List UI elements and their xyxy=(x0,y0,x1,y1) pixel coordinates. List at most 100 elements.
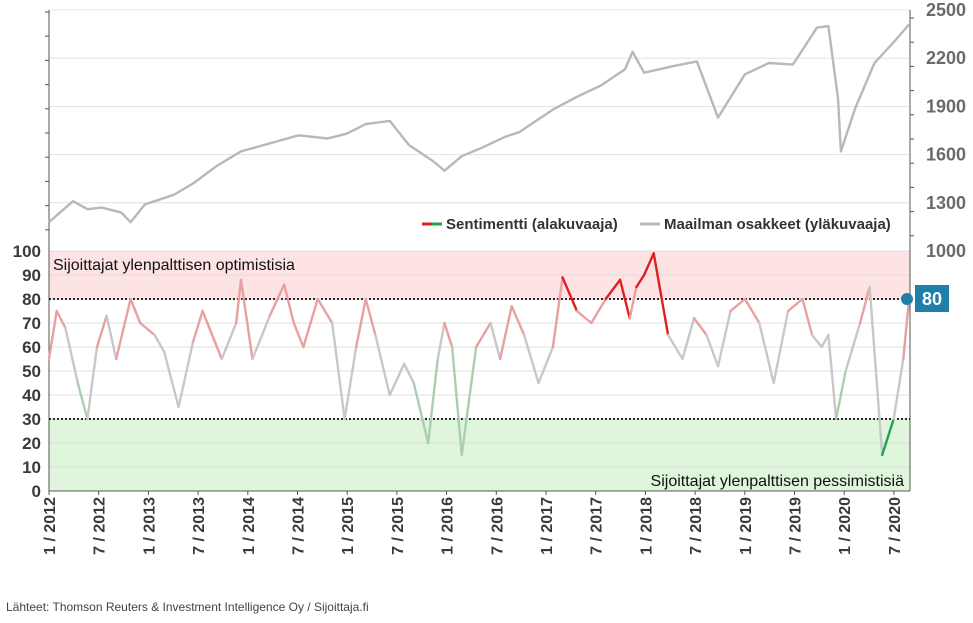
y-tick-label-left: 70 xyxy=(22,314,41,333)
sentiment-segment xyxy=(55,309,67,329)
sentiment-segment xyxy=(450,345,463,457)
sentiment-segment xyxy=(820,333,830,349)
sentiment-segment xyxy=(239,278,254,361)
sentiment-segment xyxy=(489,321,502,361)
x-tick-label: 1 / 2017 xyxy=(539,497,556,555)
legend-label: Maailman osakkeet (yläkuvaaja) xyxy=(664,216,891,233)
y-tick-label-left: 30 xyxy=(22,410,41,429)
x-tick-label: 1 / 2014 xyxy=(241,497,258,555)
sentiment-segment xyxy=(364,297,377,337)
sentiment-segment xyxy=(522,333,540,385)
sentiment-segment xyxy=(510,305,526,337)
sentiment-segment xyxy=(220,321,238,361)
sentiment-segment xyxy=(786,297,804,313)
sentiment-segment xyxy=(834,369,847,421)
x-tick-label: 7 / 2019 xyxy=(788,497,805,555)
sentiment-segment xyxy=(575,309,593,325)
sentiment-segment xyxy=(635,273,646,289)
sentiment-segment xyxy=(618,278,631,320)
sentiment-segment xyxy=(716,309,732,368)
y-tick-label-left: 20 xyxy=(22,434,41,453)
sentiment-segment xyxy=(902,297,911,361)
sentiment-segment xyxy=(758,321,775,385)
sentiment-segment xyxy=(858,285,871,325)
sentiment-segment xyxy=(436,321,446,361)
sentiment-segment xyxy=(868,285,884,457)
sentiment-segment xyxy=(460,345,478,457)
stock-series xyxy=(48,23,910,224)
y-tick-label-right: 2500 xyxy=(926,0,966,20)
sentiment-segment xyxy=(443,321,454,349)
x-tick-label: 7 / 2012 xyxy=(92,497,109,555)
sentiment-segment xyxy=(47,309,58,361)
x-tick-label: 1 / 2015 xyxy=(340,497,357,555)
sentiment-segment xyxy=(537,345,555,385)
sentiment-segment xyxy=(177,341,195,409)
sentiment-segment xyxy=(551,276,564,349)
y-tick-label-left: 100 xyxy=(13,242,41,261)
sentiment-segment xyxy=(129,297,142,325)
sentiment-segment xyxy=(498,305,513,361)
sentiment-segment xyxy=(138,321,156,337)
sentiment-segment xyxy=(330,321,346,421)
x-tick-label: 1 / 2013 xyxy=(141,497,158,555)
sentiment-segment xyxy=(474,321,492,349)
legend-label: Sentimentti (alakuvaaja) xyxy=(446,216,618,233)
current-value-dot xyxy=(901,293,913,305)
sentiment-segment xyxy=(282,283,295,325)
x-tick-label: 1 / 2016 xyxy=(440,497,457,555)
x-tick-label: 7 / 2016 xyxy=(489,497,506,555)
sentiment-segment xyxy=(666,333,684,361)
sentiment-segment xyxy=(681,317,696,361)
sentiment-segment xyxy=(642,252,655,277)
sentiment-segment xyxy=(316,297,334,325)
optimism-zone-label: Sijoittajat ylenpalttisen optimistisia xyxy=(53,257,295,274)
source-note: Lähteet: Thomson Reuters & Investment In… xyxy=(6,600,369,614)
sentiment-segment xyxy=(64,326,79,385)
y-tick-label-left: 50 xyxy=(22,362,41,381)
pessimism-zone-label: Sijoittajat ylenpalttisen pessimistisiä xyxy=(651,473,905,490)
sentiment-segment xyxy=(604,278,622,301)
sentiment-segment xyxy=(201,309,223,361)
sentiment-segment xyxy=(114,297,132,361)
pessimism-zone xyxy=(49,419,910,491)
sentiment-segment xyxy=(892,357,905,421)
sentiment-segment xyxy=(153,333,166,353)
sentiment-segment xyxy=(388,362,406,397)
y-tick-label-right: 1900 xyxy=(926,96,966,116)
sentiment-segment xyxy=(374,333,391,397)
sentiment-segment xyxy=(76,381,89,421)
y-tick-label-right: 1600 xyxy=(926,145,966,165)
sentiment-segment xyxy=(801,297,814,337)
sentiment-segment xyxy=(810,333,823,349)
sentiment-segment xyxy=(402,362,415,385)
sentiment-segment xyxy=(652,252,670,337)
current-value-badge xyxy=(915,285,949,312)
x-tick-label: 1 / 2020 xyxy=(837,497,854,555)
sentiment-segment xyxy=(772,309,790,385)
x-tick-label: 7 / 2020 xyxy=(887,497,904,555)
y-tick-label-left: 90 xyxy=(22,266,41,285)
y-tick-label-right: 1000 xyxy=(926,241,966,261)
sentiment-segment xyxy=(561,276,579,313)
sentiment-segment xyxy=(705,333,720,368)
y-tick-label-left: 10 xyxy=(22,458,41,477)
sentiment-segment xyxy=(191,309,204,344)
legend: Sentimentti (alakuvaaja) Maailman osakkee… xyxy=(408,209,904,239)
sentiment-segment xyxy=(880,417,895,457)
sentiment-segment xyxy=(692,317,708,337)
sentiment-series xyxy=(47,252,911,457)
sentiment-segment xyxy=(743,297,761,325)
sentiment-segment xyxy=(412,381,430,445)
x-tick-label: 7 / 2013 xyxy=(191,497,208,555)
sentiment-segment xyxy=(590,297,607,325)
sentiment-segment xyxy=(86,345,99,421)
y-tick-label-left: 40 xyxy=(22,386,41,405)
sentiment-segment xyxy=(628,285,638,320)
sentiment-segment xyxy=(251,314,271,361)
x-tick-label: 7 / 2014 xyxy=(291,497,308,555)
sentiment-segment xyxy=(844,321,862,373)
y-tick-label-right: 1300 xyxy=(926,193,966,213)
y-tick-label-left: 80 xyxy=(22,290,41,309)
